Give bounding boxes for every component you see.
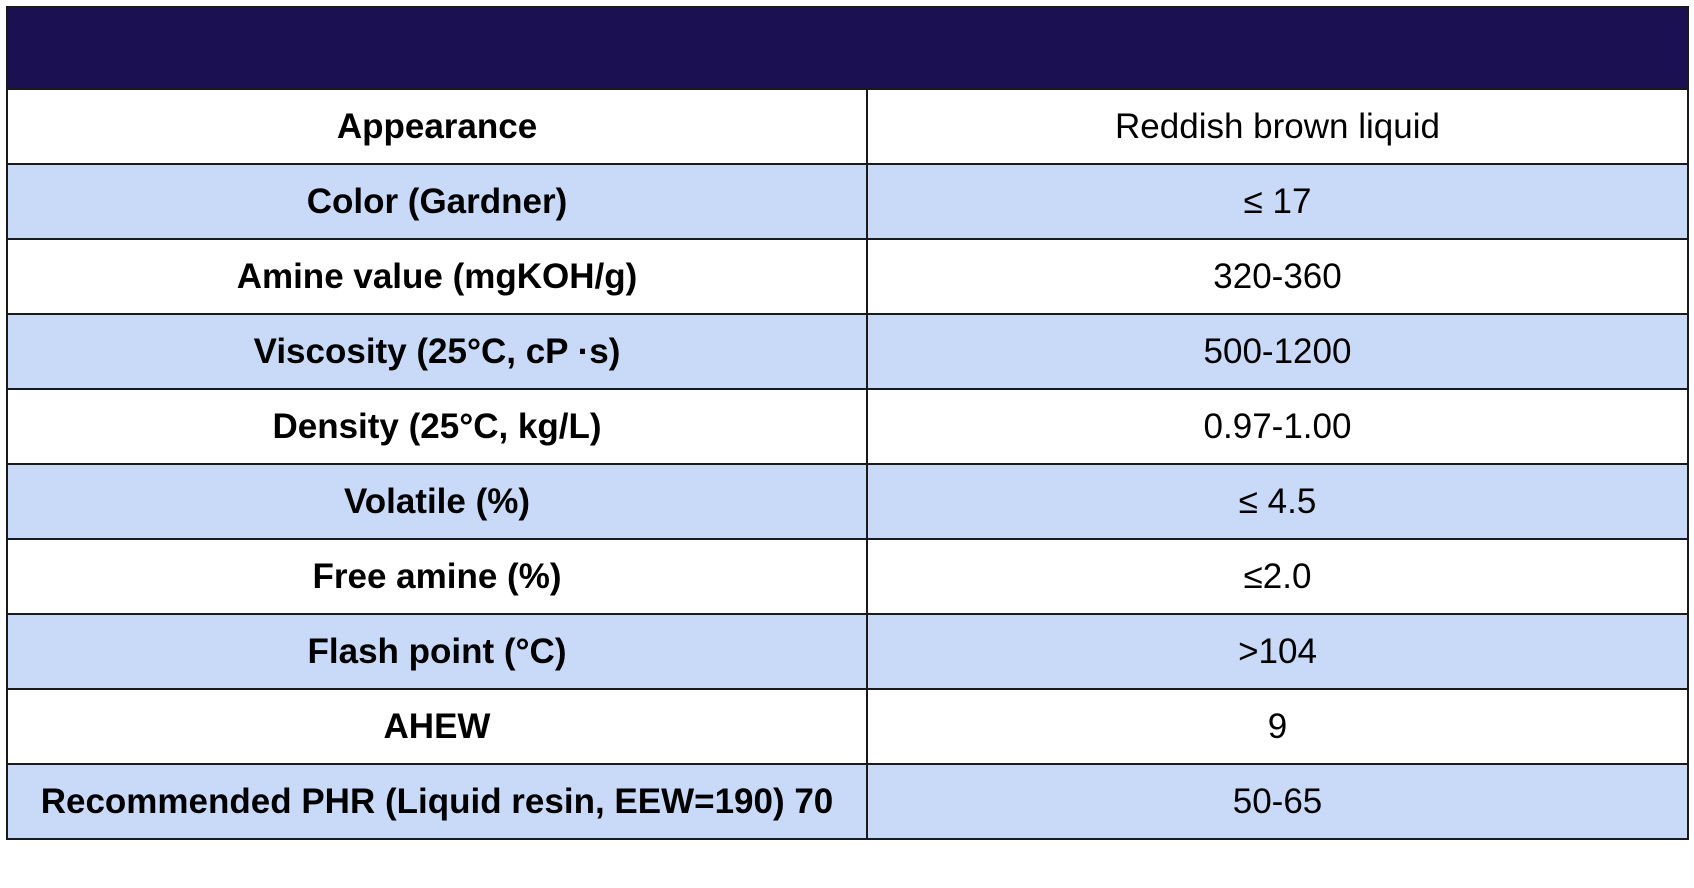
table-row: Recommended PHR (Liquid resin, EEW=190) … [6, 763, 1689, 840]
value-cell: ≤ 4.5 [866, 463, 1689, 540]
table-row: Volatile (%) ≤ 4.5 [6, 463, 1689, 540]
spec-table: Appearance Reddish brown liquid Color (G… [6, 6, 1689, 840]
table-row: Viscosity (25°C, cP ·s) 500-1200 [6, 313, 1689, 390]
table-row: Density (25°C, kg/L) 0.97-1.00 [6, 388, 1689, 465]
value-cell: 9 [866, 688, 1689, 765]
value-cell: 320-360 [866, 238, 1689, 315]
property-cell: Color (Gardner) [6, 163, 868, 240]
property-cell: AHEW [6, 688, 868, 765]
property-cell: Recommended PHR (Liquid resin, EEW=190) … [6, 763, 868, 840]
property-cell: Flash point (°C) [6, 613, 868, 690]
table-row: Color (Gardner) ≤ 17 [6, 163, 1689, 240]
value-cell: Reddish brown liquid [866, 88, 1689, 165]
value-cell: 50-65 [866, 763, 1689, 840]
table-row: Appearance Reddish brown liquid [6, 88, 1689, 165]
value-cell: ≤2.0 [866, 538, 1689, 615]
value-cell: >104 [866, 613, 1689, 690]
property-cell: Free amine (%) [6, 538, 868, 615]
table-header-row [6, 6, 1689, 90]
table-row: Amine value (mgKOH/g) 320-360 [6, 238, 1689, 315]
property-cell: Volatile (%) [6, 463, 868, 540]
property-cell: Appearance [6, 88, 868, 165]
value-cell: 0.97-1.00 [866, 388, 1689, 465]
table-header-bar [6, 6, 1689, 90]
value-cell: 500-1200 [866, 313, 1689, 390]
property-cell: Density (25°C, kg/L) [6, 388, 868, 465]
property-cell: Viscosity (25°C, cP ·s) [6, 313, 868, 390]
property-cell: Amine value (mgKOH/g) [6, 238, 868, 315]
table-row: AHEW 9 [6, 688, 1689, 765]
table-row: Free amine (%) ≤2.0 [6, 538, 1689, 615]
value-cell: ≤ 17 [866, 163, 1689, 240]
table-row: Flash point (°C) >104 [6, 613, 1689, 690]
